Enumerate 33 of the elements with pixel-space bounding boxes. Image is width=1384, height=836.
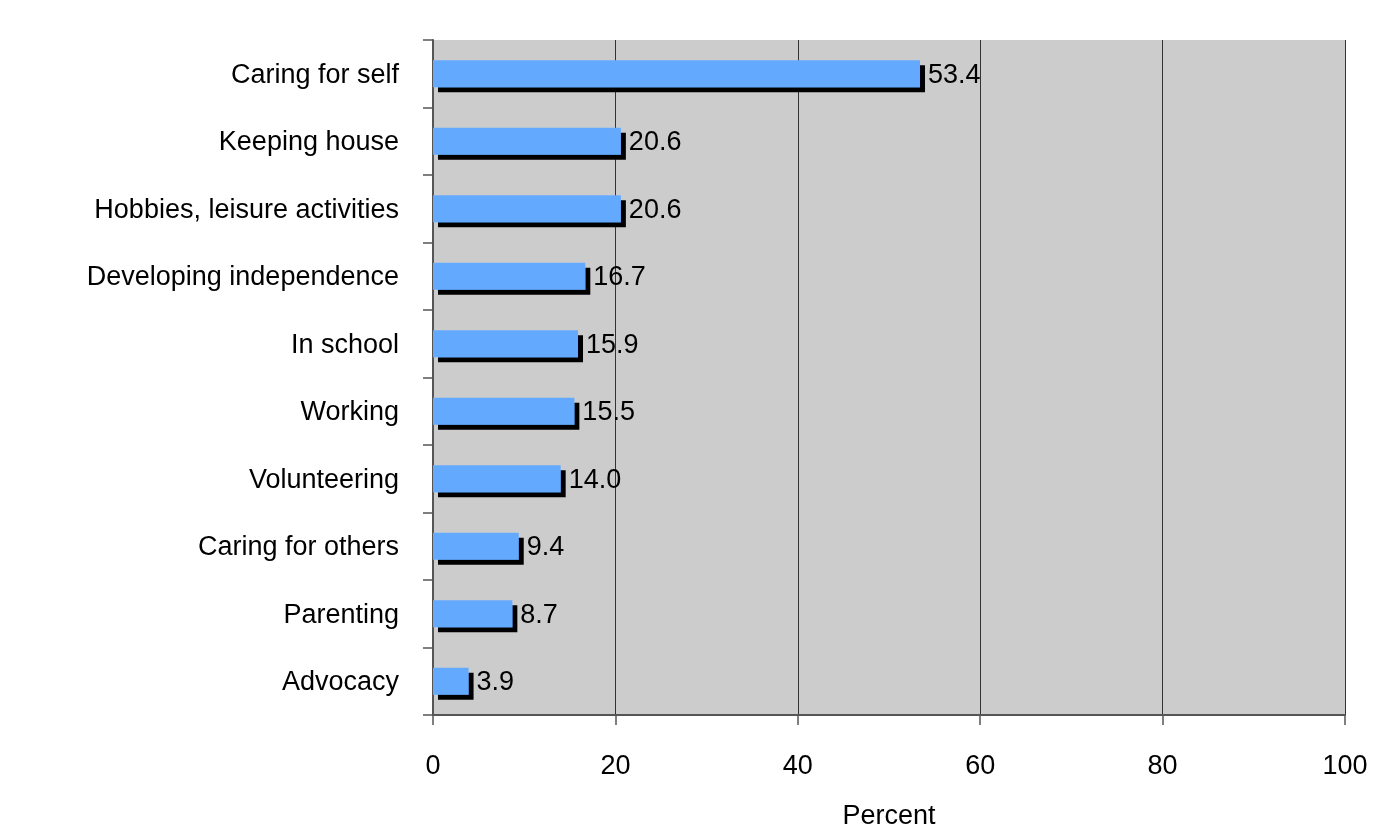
data-label: 20.6 [628,126,682,157]
data-label: 8.7 [520,598,558,629]
y-tick-label: Keeping house [218,126,399,157]
y-tick-label: Caring for others [197,531,399,562]
x-tick-label: 0 [425,749,441,780]
bar [433,60,921,88]
y-tick-label: Caring for self [230,58,400,89]
x-tick-label: 40 [782,749,813,780]
bar [433,600,513,628]
bar [433,330,579,358]
x-tick-label: 100 [1322,749,1368,780]
y-tick-label: Volunteering [248,463,399,494]
x-tick-label: 80 [1147,749,1178,780]
y-tick-label: Working [300,396,399,427]
data-label: 9.4 [526,531,565,562]
y-tick-label: In school [290,328,399,359]
data-label: 20.6 [628,193,682,224]
bar [433,195,621,223]
x-tick-label: 20 [600,749,631,780]
bar [433,465,561,493]
y-tick-label: Hobbies, leisure activities [94,193,399,224]
data-label: 3.9 [476,666,515,697]
bar [433,397,575,425]
bar [433,532,519,560]
x-tick-label: 60 [965,749,996,780]
bar [433,667,469,695]
bar [433,262,586,290]
bar [433,127,621,155]
x-axis-title: Percent [842,799,937,830]
y-tick-label: Parenting [283,598,399,629]
y-tick-label: Advocacy [281,666,400,697]
data-label: 53.4 [928,58,981,89]
y-tick-label: Developing independence [86,261,399,292]
